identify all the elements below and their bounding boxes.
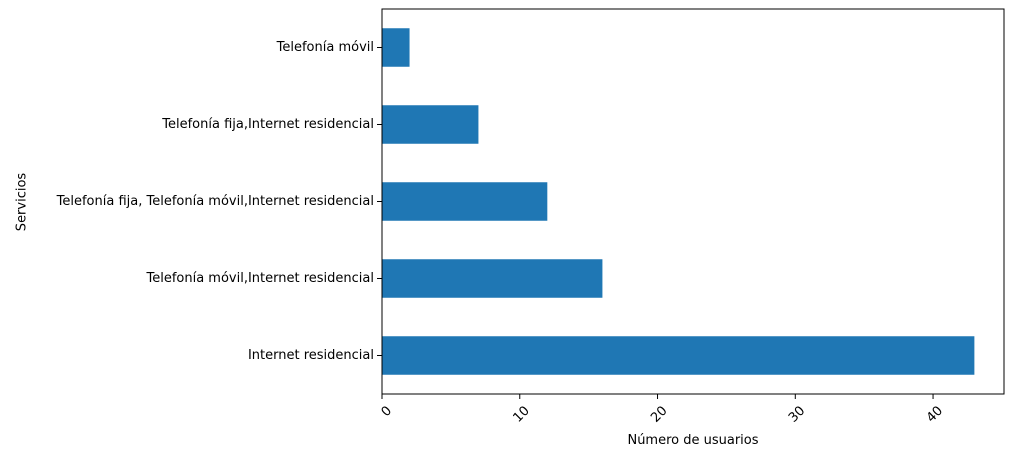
y-tick-label: Telefonía móvil,Internet residencial: [145, 271, 374, 286]
y-axis-label: Servicios: [15, 173, 30, 232]
x-tick-label: 30: [786, 403, 808, 425]
x-axis-label: Número de usuarios: [627, 433, 758, 448]
bar: [382, 259, 603, 298]
y-tick-label: Telefonía móvil: [276, 40, 374, 55]
bar: [382, 105, 479, 144]
bars-group: [382, 28, 975, 375]
y-tick-label: Telefonía fija, Telefonía móvil,Internet…: [56, 194, 374, 209]
x-tick-label: 10: [511, 403, 533, 425]
bar: [382, 336, 975, 375]
y-axis-ticks: Internet residencial Telefonía móvil,Inte…: [56, 40, 382, 363]
bar: [382, 182, 548, 221]
x-tick-label: 20: [648, 403, 670, 425]
y-tick-label: Telefonía fija,Internet residencial: [161, 117, 374, 132]
x-tick-label: 40: [924, 403, 946, 425]
x-axis-ticks: 0 10 20 30 40: [379, 394, 946, 426]
y-tick-label: Internet residencial: [248, 348, 374, 363]
x-tick-label: 0: [379, 403, 395, 419]
bar: [382, 28, 410, 67]
